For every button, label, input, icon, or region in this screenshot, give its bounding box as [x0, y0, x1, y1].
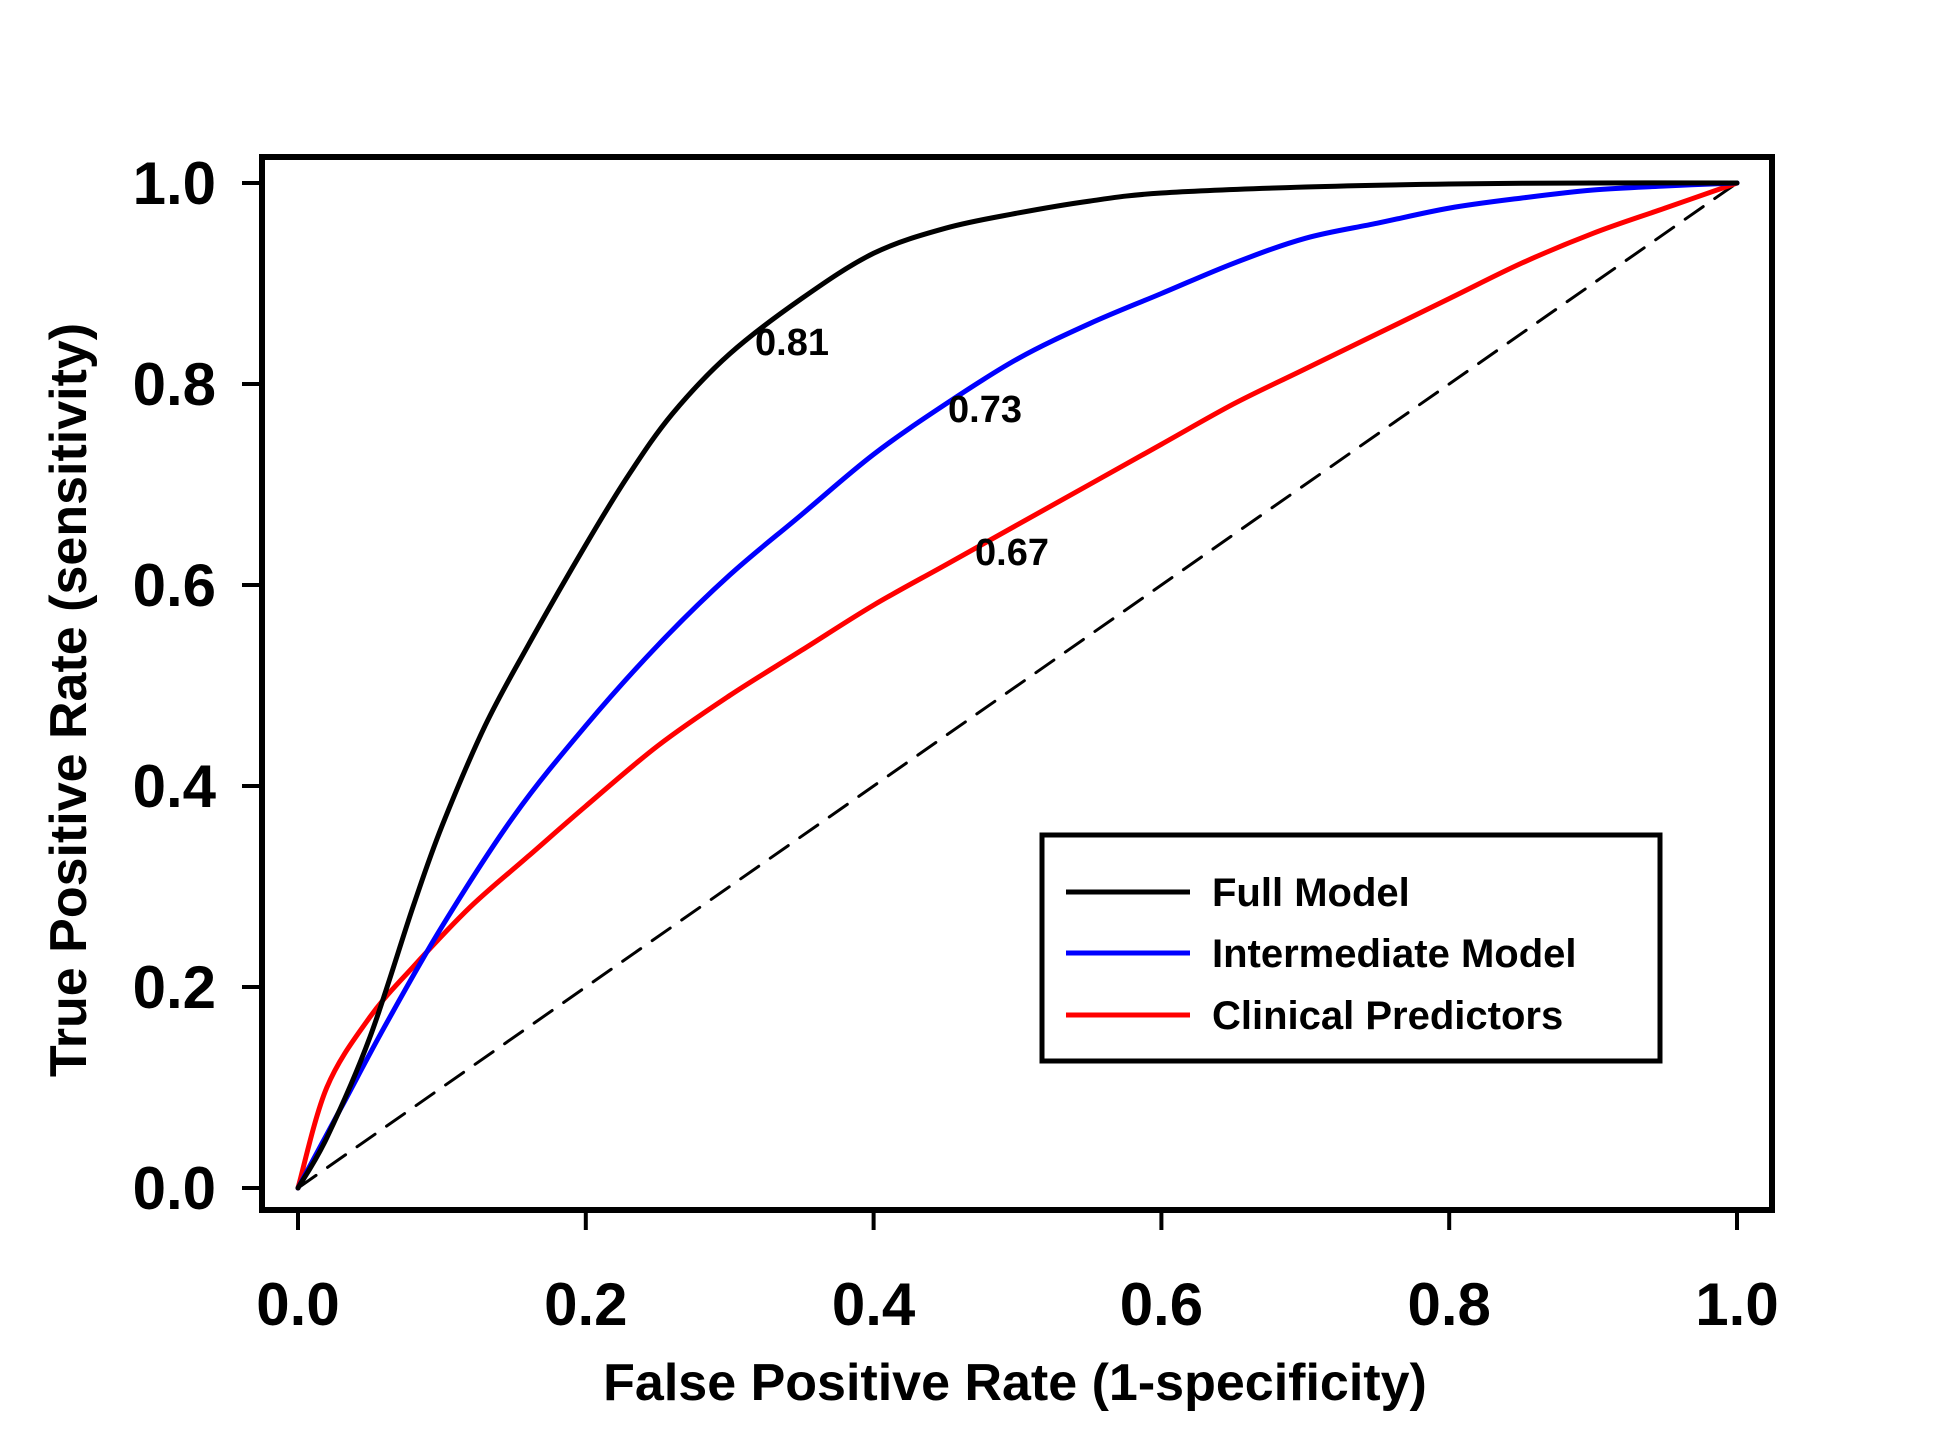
y-axis-title: True Positive Rate (sensitivity)	[40, 323, 98, 1077]
auc-labels: 0.81 0.73 0.67	[755, 322, 1049, 574]
full-model-line	[295, 180, 1740, 1191]
plot-frame	[259, 154, 1775, 1213]
y-tick-label: 0.8	[133, 351, 216, 418]
y-tick-label: 1.0	[133, 150, 216, 217]
x-tick-label: 0.0	[256, 1271, 339, 1338]
y-tick-label: 0.6	[133, 552, 216, 619]
y-tick-label: 0.4	[133, 753, 217, 820]
x-tick-label: 0.8	[1407, 1271, 1490, 1338]
legend-box	[1039, 832, 1663, 1064]
legend-label: Clinical Predictors	[1212, 994, 1563, 1038]
legend-item: Clinical Predictors	[1066, 994, 1563, 1038]
auc-label: 0.81	[755, 322, 829, 364]
legend-label: Full Model	[1212, 871, 1410, 915]
legend-item: Intermediate Model	[1066, 932, 1577, 976]
auc-label: 0.67	[975, 532, 1049, 574]
intermediate-model-line	[295, 180, 1740, 1191]
legend-label: Intermediate Model	[1212, 932, 1577, 976]
legend: Full Model Intermediate Model Clinical Pre…	[1039, 832, 1663, 1064]
auc-label: 0.73	[948, 389, 1022, 431]
legend-item: Full Model	[1066, 871, 1410, 915]
reference-diagonal-line	[296, 181, 1739, 1190]
x-tick-label: 0.2	[544, 1271, 627, 1338]
x-tick-label: 0.6	[1120, 1271, 1203, 1338]
x-tick-label: 1.0	[1695, 1271, 1778, 1338]
y-tick-label: 0.2	[133, 954, 216, 1021]
axes: 0.0 0.2 0.4 0.6 0.8 1.0 0.0 0.2 0.4 0.6 0.8 1.0	[133, 150, 1779, 1338]
plot-area	[295, 180, 1740, 1191]
clinical-predictors-line	[295, 180, 1740, 1191]
y-tick-label: 0.0	[133, 1155, 216, 1222]
x-tick-label: 0.4	[832, 1271, 916, 1338]
x-axis-title: False Positive Rate (1-specificity)	[603, 1354, 1427, 1412]
